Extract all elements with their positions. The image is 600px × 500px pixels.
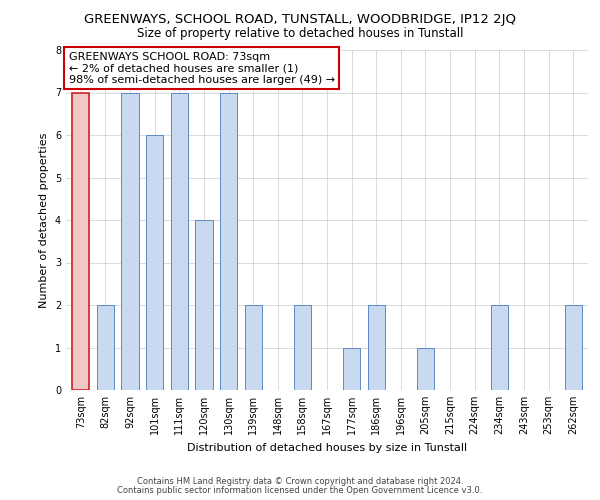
Text: Contains HM Land Registry data © Crown copyright and database right 2024.: Contains HM Land Registry data © Crown c…	[137, 477, 463, 486]
Bar	[170, 92, 188, 390]
Text: Contains public sector information licensed under the Open Government Licence v3: Contains public sector information licen…	[118, 486, 482, 495]
Text: GREENWAYS, SCHOOL ROAD, TUNSTALL, WOODBRIDGE, IP12 2JQ: GREENWAYS, SCHOOL ROAD, TUNSTALL, WOODBR…	[84, 12, 516, 26]
Bar	[343, 348, 360, 390]
Bar	[294, 305, 311, 390]
Bar	[146, 135, 163, 390]
Bar	[368, 305, 385, 390]
Bar	[565, 305, 582, 390]
Bar	[220, 92, 237, 390]
Y-axis label: Number of detached properties: Number of detached properties	[40, 132, 49, 308]
Bar	[121, 92, 139, 390]
Text: Size of property relative to detached houses in Tunstall: Size of property relative to detached ho…	[137, 28, 463, 40]
Text: GREENWAYS SCHOOL ROAD: 73sqm
← 2% of detached houses are smaller (1)
98% of semi: GREENWAYS SCHOOL ROAD: 73sqm ← 2% of det…	[68, 52, 335, 85]
Bar	[245, 305, 262, 390]
X-axis label: Distribution of detached houses by size in Tunstall: Distribution of detached houses by size …	[187, 442, 467, 452]
Bar	[72, 92, 89, 390]
Bar	[195, 220, 212, 390]
Bar	[417, 348, 434, 390]
Bar	[491, 305, 508, 390]
Bar	[97, 305, 114, 390]
